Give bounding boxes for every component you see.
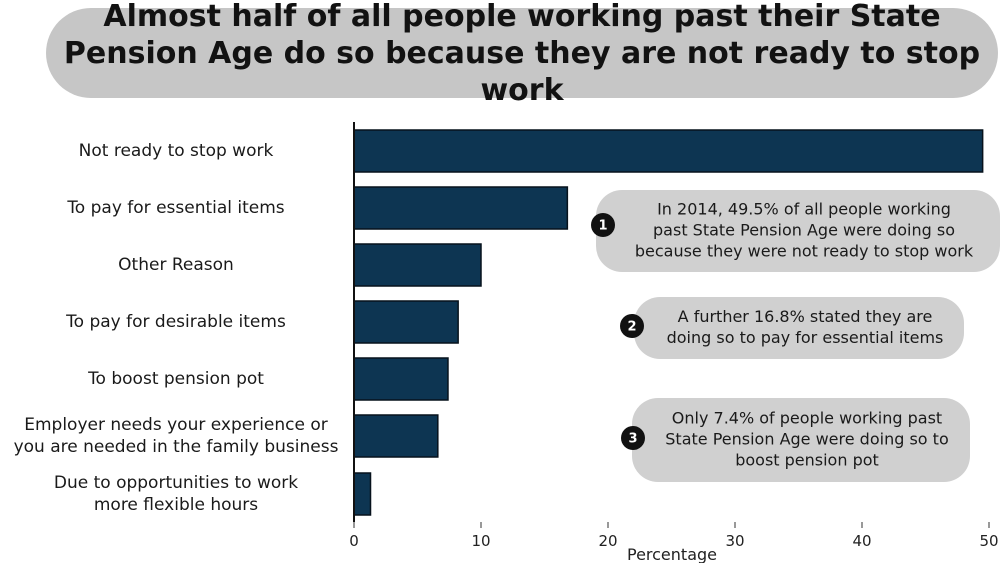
category-label: Due to opportunities to work [54, 473, 298, 493]
callout-box [596, 190, 1000, 272]
x-axis-title: Percentage [627, 545, 717, 563]
chart-title: Almost half of all people working past t… [63, 0, 981, 108]
callout-text: past State Pension Age were doing so [653, 221, 955, 240]
bar-4 [353, 357, 449, 401]
bar-5 [353, 414, 439, 458]
x-tick-label: 20 [598, 532, 617, 550]
callout-number-badge [621, 426, 645, 450]
category-label: you are needed in the family business [14, 437, 339, 457]
title-banner: Almost half of all people working past t… [46, 0, 998, 108]
x-tick-label: 30 [725, 532, 744, 550]
callout-number: 1 [598, 219, 607, 234]
category-label: more flexible hours [94, 495, 258, 515]
bar-1 [353, 186, 569, 230]
category-label: To boost pension pot [87, 369, 264, 389]
callout-number: 3 [628, 432, 637, 447]
category-label: To pay for desirable items [65, 312, 286, 332]
callout-box [634, 297, 964, 359]
category-label: Not ready to stop work [79, 141, 274, 161]
x-tick-label: 0 [349, 532, 359, 550]
bar-0 [353, 129, 984, 173]
callout-text: because they were not ready to stop work [635, 242, 974, 261]
callout-text: doing so to pay for essential items [667, 328, 944, 347]
x-tick-label: 50 [979, 532, 998, 550]
category-label: To pay for essential items [66, 198, 284, 218]
callout-box [632, 398, 970, 482]
category-label: Other Reason [118, 255, 234, 275]
callout-number: 2 [627, 320, 636, 335]
callout-number-badge [620, 314, 644, 338]
callout-text: State Pension Age were doing so to [665, 430, 948, 449]
callout-text: A further 16.8% stated they are [678, 307, 933, 326]
category-label: Employer needs your experience or [24, 415, 328, 435]
bar-2 [353, 243, 482, 287]
bar-3 [353, 300, 459, 344]
callout-text: In 2014, 49.5% of all people working [657, 200, 951, 219]
callout-number-badge [591, 213, 615, 237]
bar-6 [353, 472, 372, 516]
x-tick-label: 40 [852, 532, 871, 550]
x-tick-label: 10 [471, 532, 490, 550]
callout-text: Only 7.4% of people working past [672, 409, 942, 428]
callout-text: boost pension pot [735, 451, 879, 470]
